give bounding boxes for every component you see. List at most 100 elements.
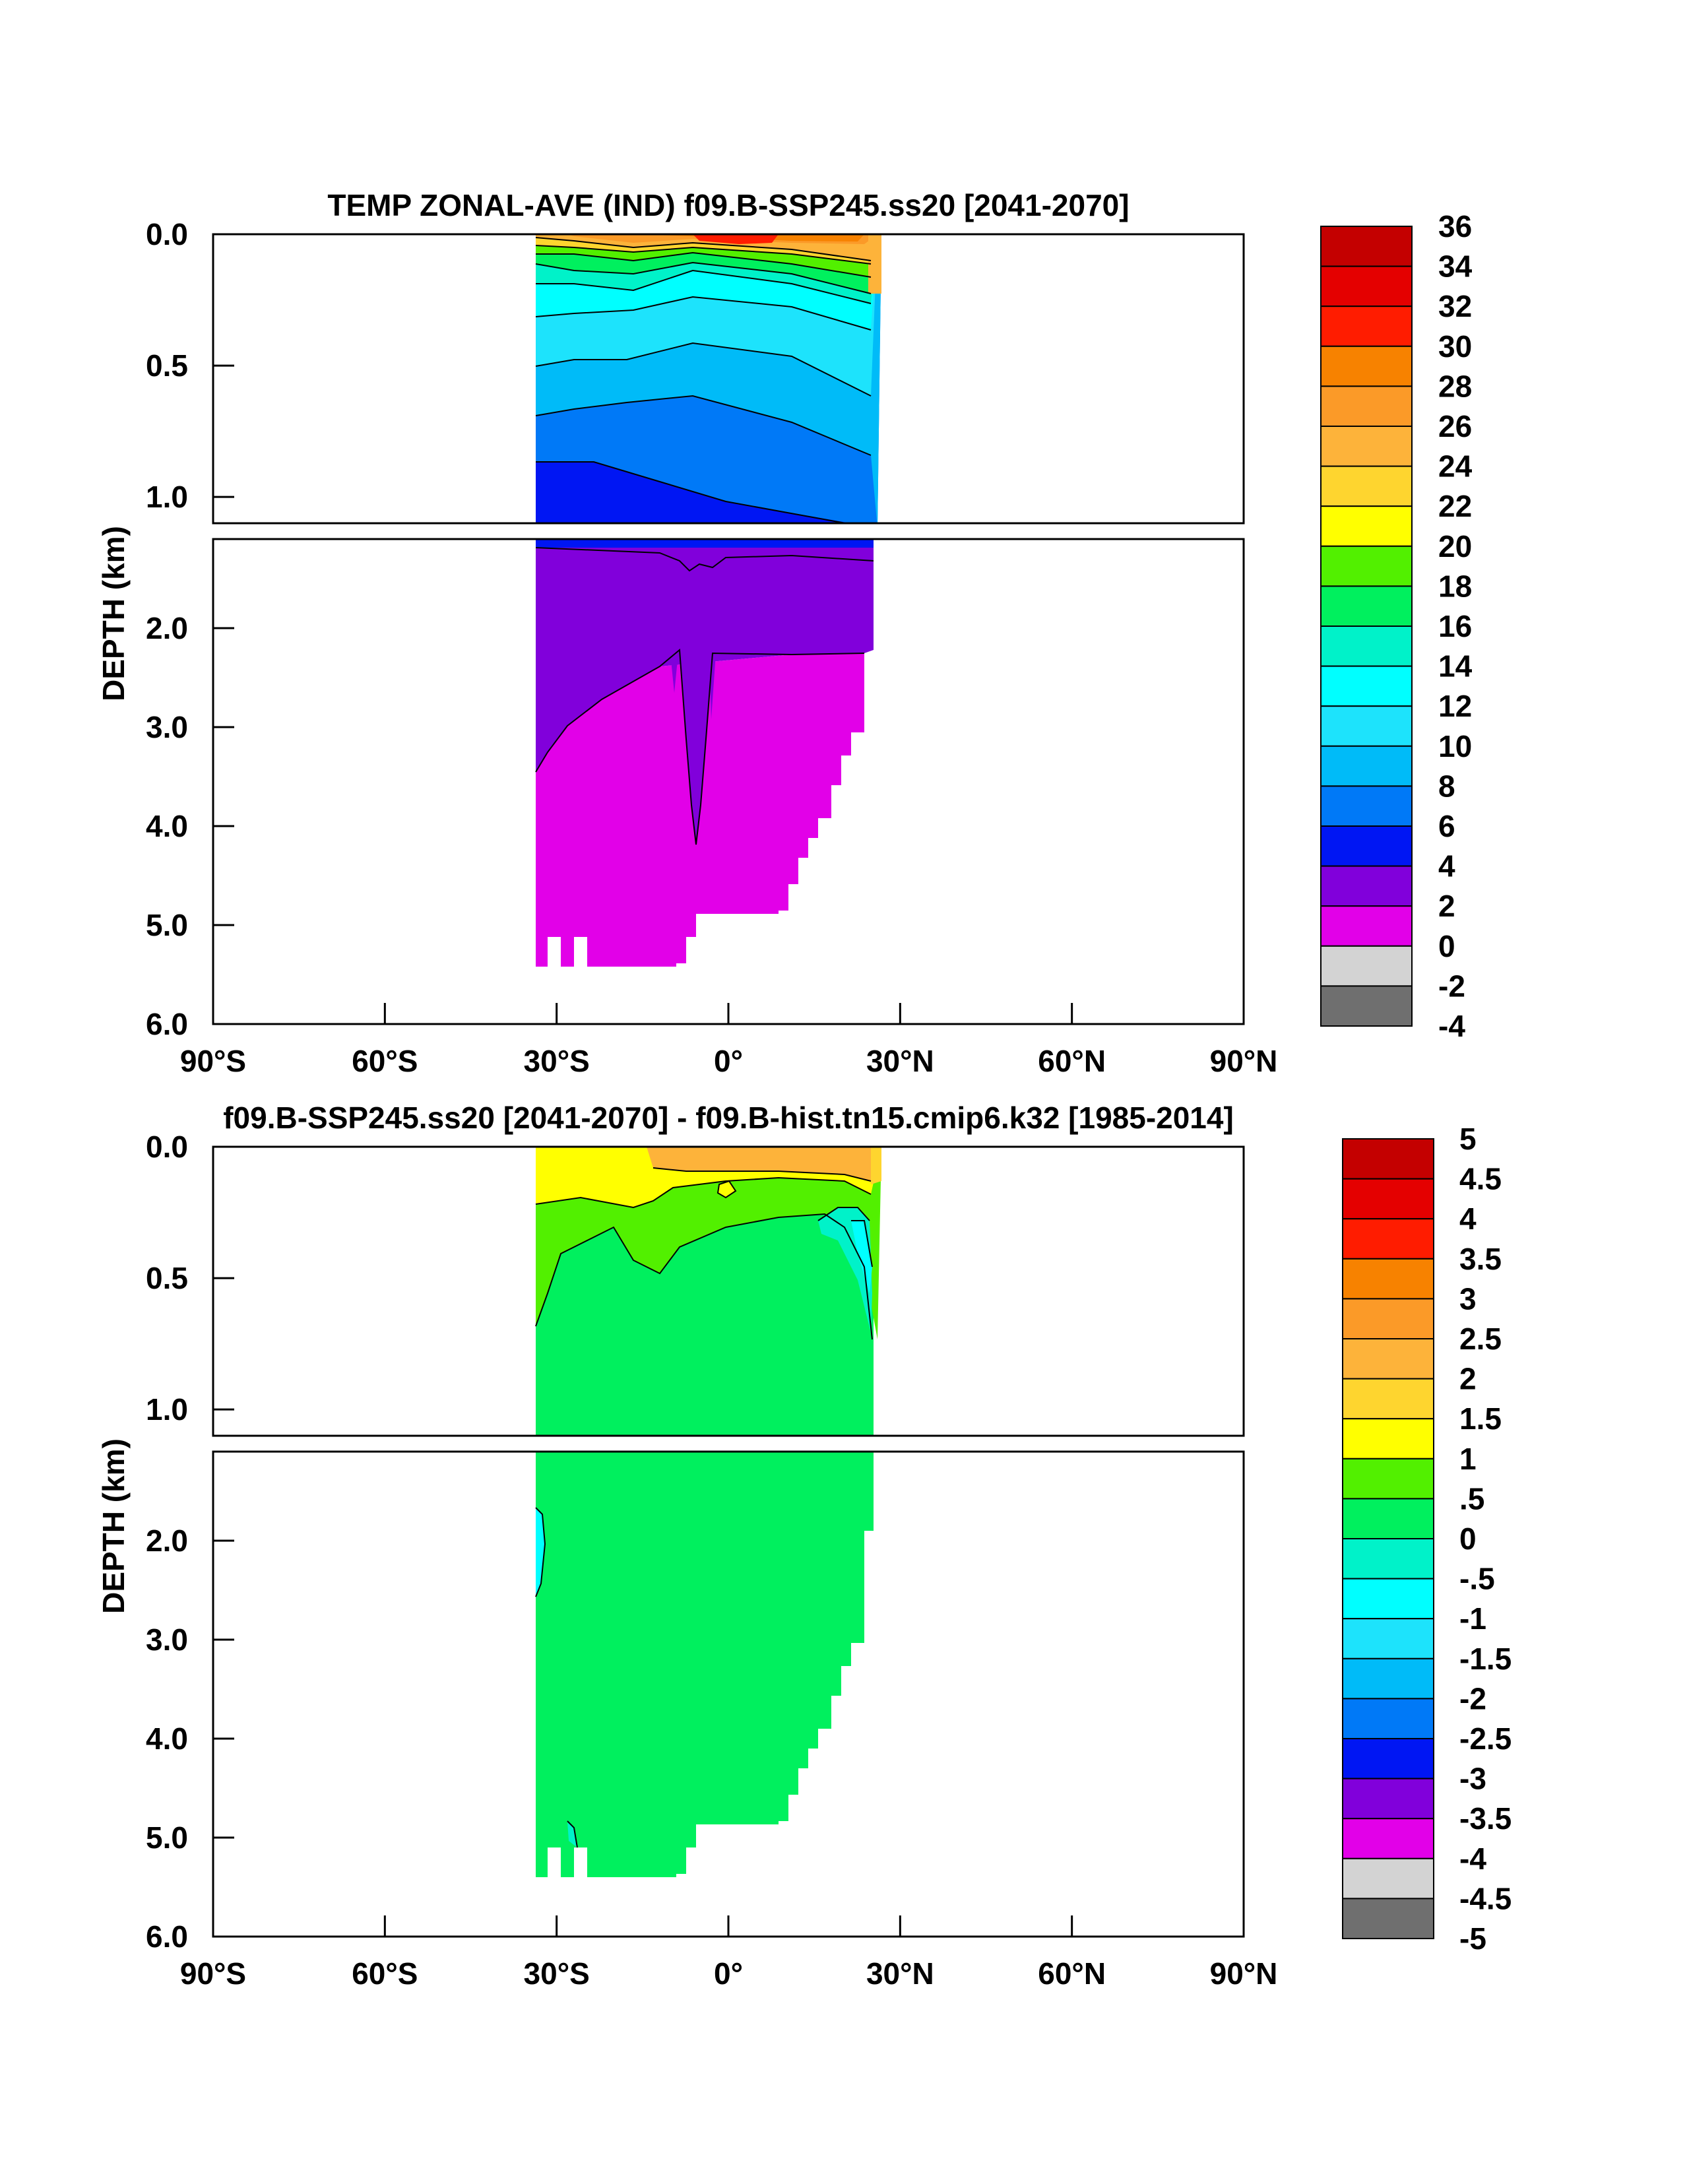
colorbar-swatch <box>1320 865 1413 907</box>
x-tick-label: 0° <box>714 1044 743 1078</box>
colorbar-label: 0 <box>1438 929 1455 963</box>
panel2-x-ticks: 90°S 60°S 30°S 0° 30°N 60°N 90°N <box>180 1915 1278 1991</box>
colorbar-label: 3.5 <box>1459 1242 1502 1276</box>
colorbar-label: -2 <box>1459 1681 1486 1716</box>
colorbar-label: -3.5 <box>1459 1801 1512 1836</box>
colorbar-swatch <box>1342 1618 1434 1659</box>
colorbar-swatch <box>1342 1818 1434 1859</box>
colorbar-label: 8 <box>1438 769 1455 803</box>
x-tick-label: 90°N <box>1210 1044 1278 1078</box>
x-tick-label: 90°N <box>1210 1956 1278 1991</box>
y-tick-label: 1.0 <box>146 480 188 514</box>
colorbar-swatch <box>1320 505 1413 547</box>
panel1-title: TEMP ZONAL-AVE (IND) f09.B-SSP245.ss20 [… <box>327 188 1129 222</box>
colorbar-label: 36 <box>1438 209 1472 243</box>
colorbar-label: 26 <box>1438 409 1472 443</box>
colorbar-label: 32 <box>1438 289 1472 323</box>
panel2-lower-field <box>535 1452 874 1877</box>
colorbar-swatch <box>1342 1218 1434 1260</box>
colorbar-swatch <box>1342 1657 1434 1700</box>
y-tick-label: 6.0 <box>146 1007 188 1041</box>
colorbar-label: 1.5 <box>1459 1401 1502 1436</box>
colorbar-swatch <box>1342 1418 1434 1460</box>
colorbar-label: -4 <box>1438 1009 1465 1043</box>
colorbar-label: 2 <box>1438 889 1455 923</box>
colorbar-swatch <box>1320 745 1413 787</box>
colorbar-label: 6 <box>1438 809 1455 843</box>
panel1-x-ticks: 90°S 60°S 30°S 0° 30°N 60°N 90°N <box>180 1003 1278 1078</box>
y-tick-label: 4.0 <box>146 1721 188 1756</box>
colorbar-swatch <box>1342 1778 1434 1820</box>
colorbar-label: 24 <box>1438 449 1473 484</box>
colorbar-label: 30 <box>1438 329 1472 364</box>
panel2-title: f09.B-SSP245.ss20 [2041-2070] - f09.B-hi… <box>223 1101 1234 1135</box>
colorbar-label: 4 <box>1438 849 1455 883</box>
colorbar-label: 34 <box>1438 249 1473 284</box>
y-tick-label: 0.0 <box>146 217 188 251</box>
colorbar-label: -1.5 <box>1459 1642 1512 1676</box>
colorbar-swatch <box>1342 1898 1434 1939</box>
colorbar-label: 28 <box>1438 369 1472 403</box>
colorbar-swatch <box>1320 585 1413 627</box>
colorbar-label: 12 <box>1438 689 1472 723</box>
x-tick-label: 0° <box>714 1956 743 1991</box>
x-tick-label: 90°S <box>180 1956 246 1991</box>
x-tick-label: 30°S <box>524 1956 590 1991</box>
panel2-colorbar: 54.543.532.521.51.50-.5-1-1.5-2-2.5-3-3.… <box>1342 1122 1512 1956</box>
colorbar-swatch <box>1342 1578 1434 1620</box>
colorbar-label: -4 <box>1459 1842 1486 1876</box>
colorbar-swatch <box>1320 305 1413 347</box>
colorbar-label: -4.5 <box>1459 1881 1512 1915</box>
panel1-lower-field <box>535 539 874 967</box>
colorbar-label: 4 <box>1459 1202 1477 1236</box>
colorbar-swatch <box>1320 905 1413 947</box>
colorbar-swatch <box>1342 1538 1434 1580</box>
colorbar-swatch <box>1320 545 1413 587</box>
y-tick-label: 3.0 <box>146 710 188 744</box>
colorbar-label: 5 <box>1459 1122 1477 1156</box>
panel1-upper-frame <box>212 233 1245 525</box>
x-tick-label: 30°N <box>866 1956 934 1991</box>
colorbar-swatch <box>1320 265 1413 307</box>
colorbar-label: 4.5 <box>1459 1162 1502 1196</box>
x-tick-label: 90°S <box>180 1044 246 1078</box>
y-tick-label: 1.0 <box>146 1392 188 1427</box>
x-tick-label: 30°S <box>524 1044 590 1078</box>
y-tick-label: 3.0 <box>146 1622 188 1657</box>
colorbar-label: 2 <box>1459 1362 1477 1396</box>
colorbar-swatch <box>1342 1738 1434 1780</box>
y-tick-label: 2.0 <box>146 1524 188 1558</box>
colorbar-swatch <box>1320 385 1413 428</box>
colorbar-swatch <box>1342 1458 1434 1500</box>
colorbar-swatch <box>1342 1857 1434 1900</box>
colorbar-label: 1 <box>1459 1442 1477 1476</box>
panel-difference: f09.B-SSP245.ss20 [2041-2070] - f09.B-hi… <box>96 1101 1512 1991</box>
panel1-y-ticks: 0.0 0.5 1.0 2.0 3.0 4.0 5.0 6.0 <box>146 217 234 1041</box>
x-tick-label: 60°N <box>1038 1956 1106 1991</box>
colorbar-label: -2 <box>1438 969 1465 1003</box>
colorbar-label: 10 <box>1438 729 1472 763</box>
colorbar-swatch <box>1320 985 1413 1027</box>
colorbar-label: 3 <box>1459 1281 1477 1316</box>
x-tick-label: 30°N <box>866 1044 934 1078</box>
panel2-upper-field <box>535 1147 881 1436</box>
x-tick-label: 60°S <box>352 1044 418 1078</box>
x-tick-label: 60°S <box>352 1956 418 1991</box>
colorbar-swatch <box>1342 1338 1434 1380</box>
colorbar-label: -3 <box>1459 1762 1486 1796</box>
colorbar-label: -.5 <box>1459 1562 1495 1596</box>
colorbar-label: 0 <box>1459 1522 1477 1556</box>
colorbar-swatch <box>1342 1298 1434 1340</box>
y-tick-label: 5.0 <box>146 908 188 942</box>
colorbar-label: 2.5 <box>1459 1322 1502 1356</box>
colorbar-swatch <box>1320 945 1413 987</box>
colorbar-label: -5 <box>1459 1921 1486 1956</box>
panel1-upper-field <box>535 234 881 523</box>
colorbar-swatch <box>1320 705 1413 747</box>
colorbar-swatch <box>1342 1178 1434 1220</box>
y-tick-label: 0.5 <box>146 348 188 383</box>
colorbar-label: -1 <box>1459 1601 1486 1636</box>
colorbar-swatch <box>1320 825 1413 867</box>
